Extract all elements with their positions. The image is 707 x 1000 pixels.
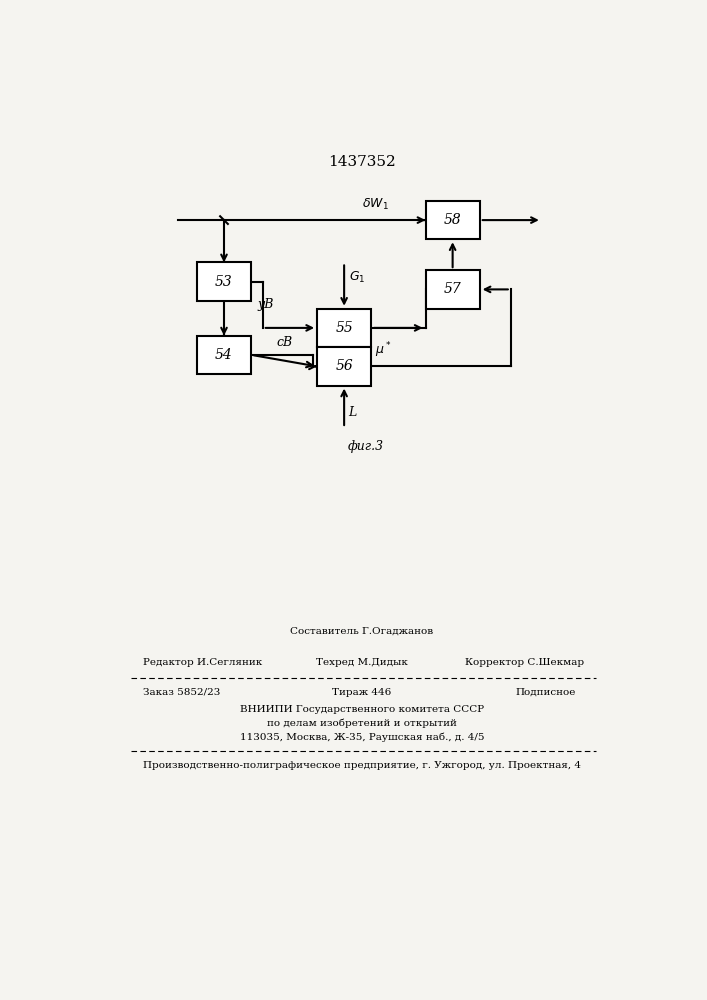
Text: 53: 53 — [215, 275, 233, 289]
Bar — [426, 201, 480, 239]
Text: сВ: сВ — [276, 336, 292, 349]
Text: 113035, Москва, Ж-35, Раушская наб., д. 4/5: 113035, Москва, Ж-35, Раушская наб., д. … — [240, 732, 484, 742]
Text: Производственно-полиграфическое предприятие, г. Ужгород, ул. Проектная, 4: Производственно-полиграфическое предприя… — [143, 761, 580, 770]
Bar — [197, 262, 251, 301]
Text: $\delta W_1$: $\delta W_1$ — [362, 197, 388, 212]
Text: 55: 55 — [335, 321, 353, 335]
Bar — [197, 336, 251, 374]
Text: Корректор С.Шекмар: Корректор С.Шекмар — [465, 658, 585, 667]
Text: Составитель Г.Огаджанов: Составитель Г.Огаджанов — [291, 627, 433, 636]
Bar — [317, 347, 371, 386]
Text: 1437352: 1437352 — [328, 155, 396, 169]
Text: $\mu^*$: $\mu^*$ — [375, 341, 392, 360]
Bar — [317, 309, 371, 347]
Text: L: L — [348, 406, 356, 419]
Text: 57: 57 — [444, 282, 462, 296]
Text: по делам изобретений и открытий: по делам изобретений и открытий — [267, 718, 457, 728]
Text: Тираж 446: Тираж 446 — [332, 688, 392, 697]
Text: фиг.3: фиг.3 — [348, 440, 384, 453]
Text: ВНИИПИ Государственного комитета СССР: ВНИИПИ Государственного комитета СССР — [240, 705, 484, 714]
Text: 56: 56 — [335, 359, 353, 373]
Text: 58: 58 — [444, 213, 462, 227]
Text: Редактор И.Сегляник: Редактор И.Сегляник — [143, 658, 262, 667]
Text: 54: 54 — [215, 348, 233, 362]
Bar — [426, 270, 480, 309]
Text: уВ: уВ — [257, 298, 274, 311]
Text: Заказ 5852/23: Заказ 5852/23 — [143, 688, 220, 697]
Text: Подписное: Подписное — [515, 688, 575, 697]
Text: $G_1$: $G_1$ — [349, 270, 366, 285]
Text: Техред М.Дидык: Техред М.Дидык — [316, 658, 408, 667]
